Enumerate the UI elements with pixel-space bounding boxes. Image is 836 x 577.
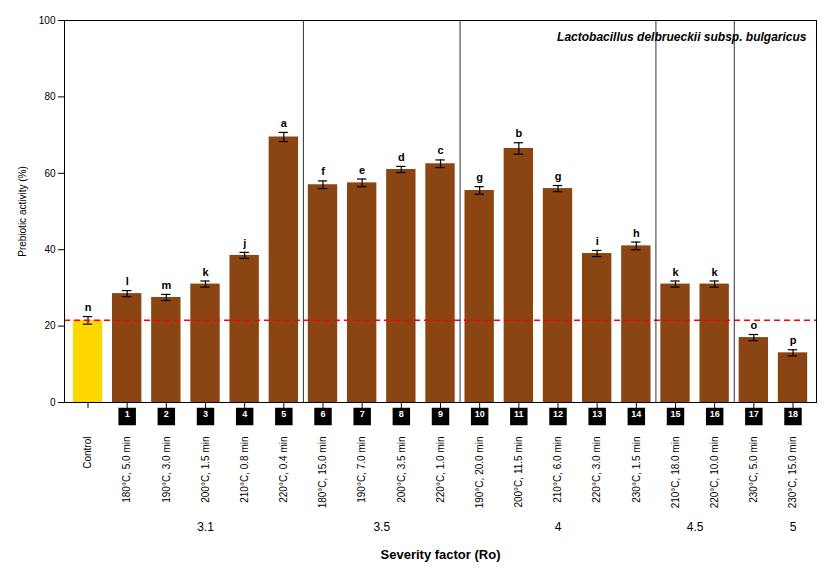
svg-text:10: 10 xyxy=(475,409,485,419)
svg-text:f: f xyxy=(321,165,325,177)
svg-text:h: h xyxy=(633,227,640,239)
svg-text:230°C, 1.5 min: 230°C, 1.5 min xyxy=(631,437,642,503)
svg-text:c: c xyxy=(437,144,443,156)
svg-text:180°C, 15.0 min: 180°C, 15.0 min xyxy=(317,437,328,509)
svg-text:g: g xyxy=(476,171,483,183)
svg-text:190°C, 3.0 min: 190°C, 3.0 min xyxy=(161,437,172,503)
svg-text:60: 60 xyxy=(44,168,56,179)
svg-text:8: 8 xyxy=(399,409,404,419)
svg-text:180°C, 5.0 min: 180°C, 5.0 min xyxy=(121,437,132,503)
svg-text:18: 18 xyxy=(788,409,798,419)
svg-text:p: p xyxy=(790,334,797,346)
svg-text:220°C, 10.0 min: 220°C, 10.0 min xyxy=(709,437,720,509)
svg-text:17: 17 xyxy=(749,409,759,419)
svg-text:40: 40 xyxy=(44,244,56,255)
svg-text:3.5: 3.5 xyxy=(373,520,390,534)
svg-text:15: 15 xyxy=(670,409,680,419)
svg-text:a: a xyxy=(281,117,288,129)
svg-text:Control: Control xyxy=(82,437,93,469)
svg-text:2: 2 xyxy=(164,409,169,419)
svg-text:g: g xyxy=(555,170,562,182)
svg-text:230°C, 5.0 min: 230°C, 5.0 min xyxy=(748,437,759,503)
svg-text:80: 80 xyxy=(44,91,56,102)
svg-text:220°C, 0.4 min: 220°C, 0.4 min xyxy=(278,437,289,503)
svg-text:b: b xyxy=(515,127,522,139)
svg-text:0: 0 xyxy=(50,397,56,408)
svg-text:k: k xyxy=(672,266,679,278)
svg-text:k: k xyxy=(202,266,209,278)
svg-text:m: m xyxy=(161,279,171,291)
svg-text:d: d xyxy=(398,151,405,163)
svg-text:210°C, 18.0 min: 210°C, 18.0 min xyxy=(670,437,681,509)
svg-text:j: j xyxy=(242,237,246,249)
svg-text:o: o xyxy=(750,319,757,331)
svg-text:n: n xyxy=(85,301,92,313)
svg-text:4: 4 xyxy=(555,520,562,534)
svg-text:200°C, 3.5 min: 200°C, 3.5 min xyxy=(396,437,407,503)
svg-text:Lactobacillus delbrueckii subs: Lactobacillus delbrueckii subsp. bulgari… xyxy=(557,30,807,44)
svg-text:20: 20 xyxy=(44,320,56,331)
svg-text:1: 1 xyxy=(125,409,130,419)
svg-text:6: 6 xyxy=(320,409,325,419)
svg-text:4: 4 xyxy=(242,409,247,419)
svg-text:210°C, 0.8 min: 210°C, 0.8 min xyxy=(239,437,250,503)
svg-text:220°C, 3.0 min: 220°C, 3.0 min xyxy=(591,437,602,503)
svg-text:100: 100 xyxy=(39,15,56,26)
svg-text:e: e xyxy=(359,164,365,176)
svg-text:190°C, 20.0 min: 190°C, 20.0 min xyxy=(474,437,485,509)
svg-text:14: 14 xyxy=(631,409,641,419)
svg-text:Severity factor (Ro): Severity factor (Ro) xyxy=(381,547,501,562)
svg-text:9: 9 xyxy=(438,409,443,419)
svg-text:3.1: 3.1 xyxy=(197,520,214,534)
svg-text:16: 16 xyxy=(710,409,720,419)
svg-text:Prebiotic activity (%): Prebiotic activity (%) xyxy=(17,166,28,257)
svg-text:k: k xyxy=(712,266,719,278)
svg-text:12: 12 xyxy=(553,409,563,419)
svg-text:5: 5 xyxy=(281,409,286,419)
svg-text:3: 3 xyxy=(203,409,208,419)
svg-text:190°C, 7.0 min: 190°C, 7.0 min xyxy=(356,437,367,503)
svg-text:13: 13 xyxy=(592,409,602,419)
svg-text:l: l xyxy=(126,275,129,287)
svg-text:7: 7 xyxy=(360,409,365,419)
svg-text:230°C, 15.0 min: 230°C, 15.0 min xyxy=(787,437,798,509)
svg-text:11: 11 xyxy=(514,409,524,419)
svg-text:220°C, 1.0 min: 220°C, 1.0 min xyxy=(435,437,446,503)
svg-text:210°C, 6.0 min: 210°C, 6.0 min xyxy=(552,437,563,503)
svg-text:5: 5 xyxy=(790,520,797,534)
svg-text:i: i xyxy=(596,235,599,247)
svg-text:200°C, 11.5 min: 200°C, 11.5 min xyxy=(513,437,524,508)
svg-text:4.5: 4.5 xyxy=(687,520,704,534)
svg-text:200°C, 1.5 min: 200°C, 1.5 min xyxy=(200,437,211,503)
